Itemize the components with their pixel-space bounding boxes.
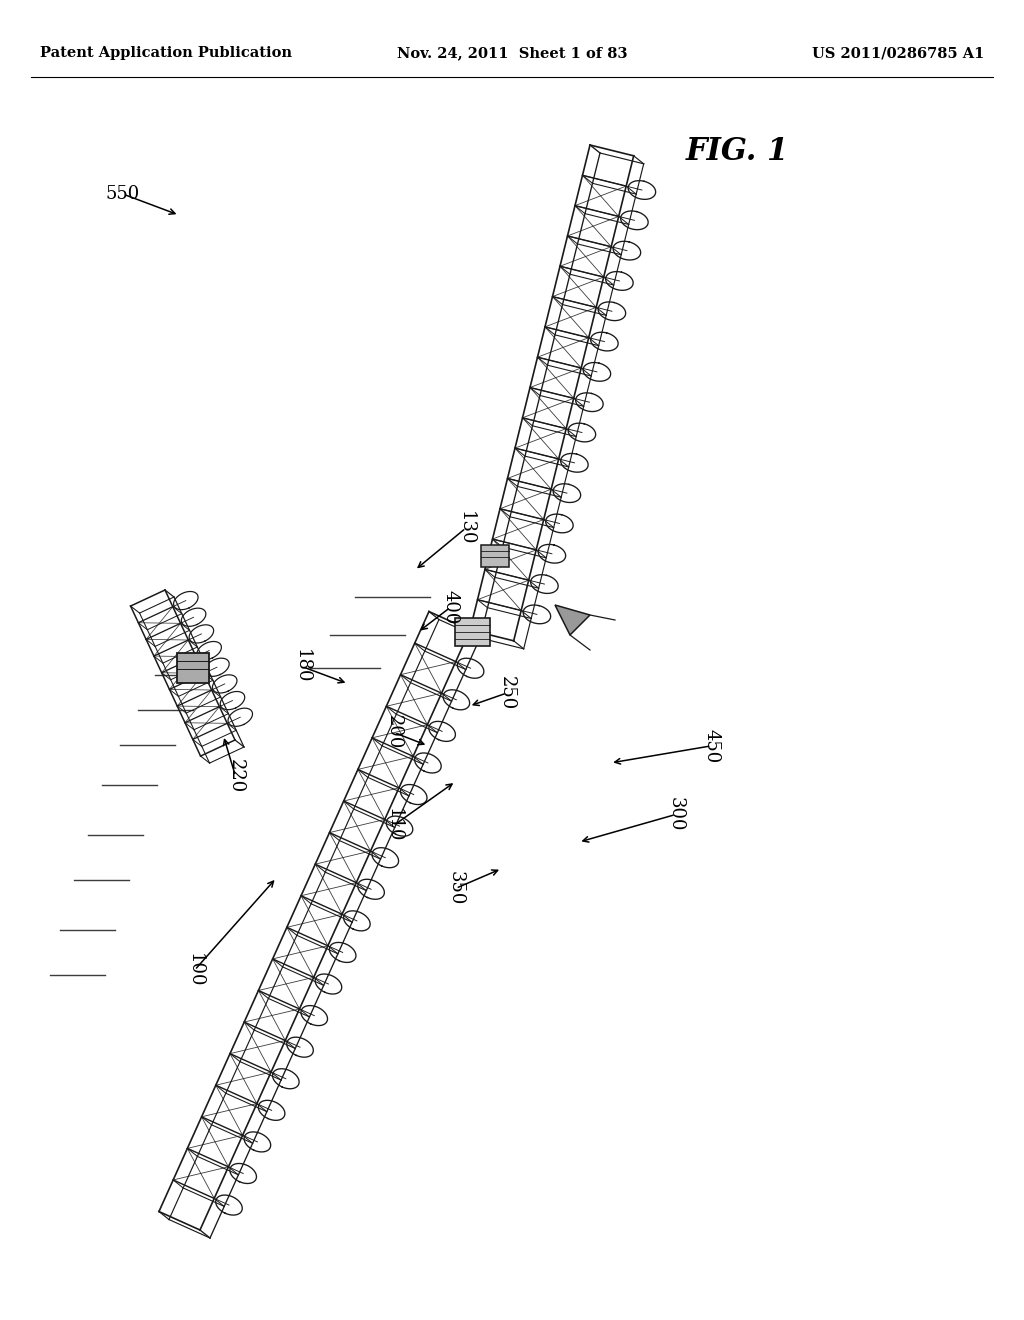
Text: 550: 550: [105, 185, 140, 203]
Text: 110: 110: [385, 808, 403, 842]
Text: 180: 180: [293, 649, 311, 684]
Bar: [481, 545, 509, 568]
Text: US 2011/0286785 A1: US 2011/0286785 A1: [812, 46, 984, 61]
Text: 300: 300: [667, 797, 685, 832]
Text: 350: 350: [446, 871, 465, 906]
Text: FIG. 1: FIG. 1: [686, 136, 788, 168]
Text: 100: 100: [185, 953, 204, 987]
Text: 450: 450: [702, 729, 721, 763]
Bar: [455, 618, 490, 645]
Polygon shape: [555, 605, 590, 635]
Text: 130: 130: [457, 511, 475, 545]
Text: 200: 200: [385, 715, 403, 750]
Text: 220: 220: [226, 759, 245, 793]
Text: 400: 400: [441, 590, 460, 624]
Bar: [177, 653, 209, 682]
Text: Patent Application Publication: Patent Application Publication: [40, 46, 292, 61]
Text: 250: 250: [498, 676, 516, 710]
Text: Nov. 24, 2011  Sheet 1 of 83: Nov. 24, 2011 Sheet 1 of 83: [396, 46, 628, 61]
